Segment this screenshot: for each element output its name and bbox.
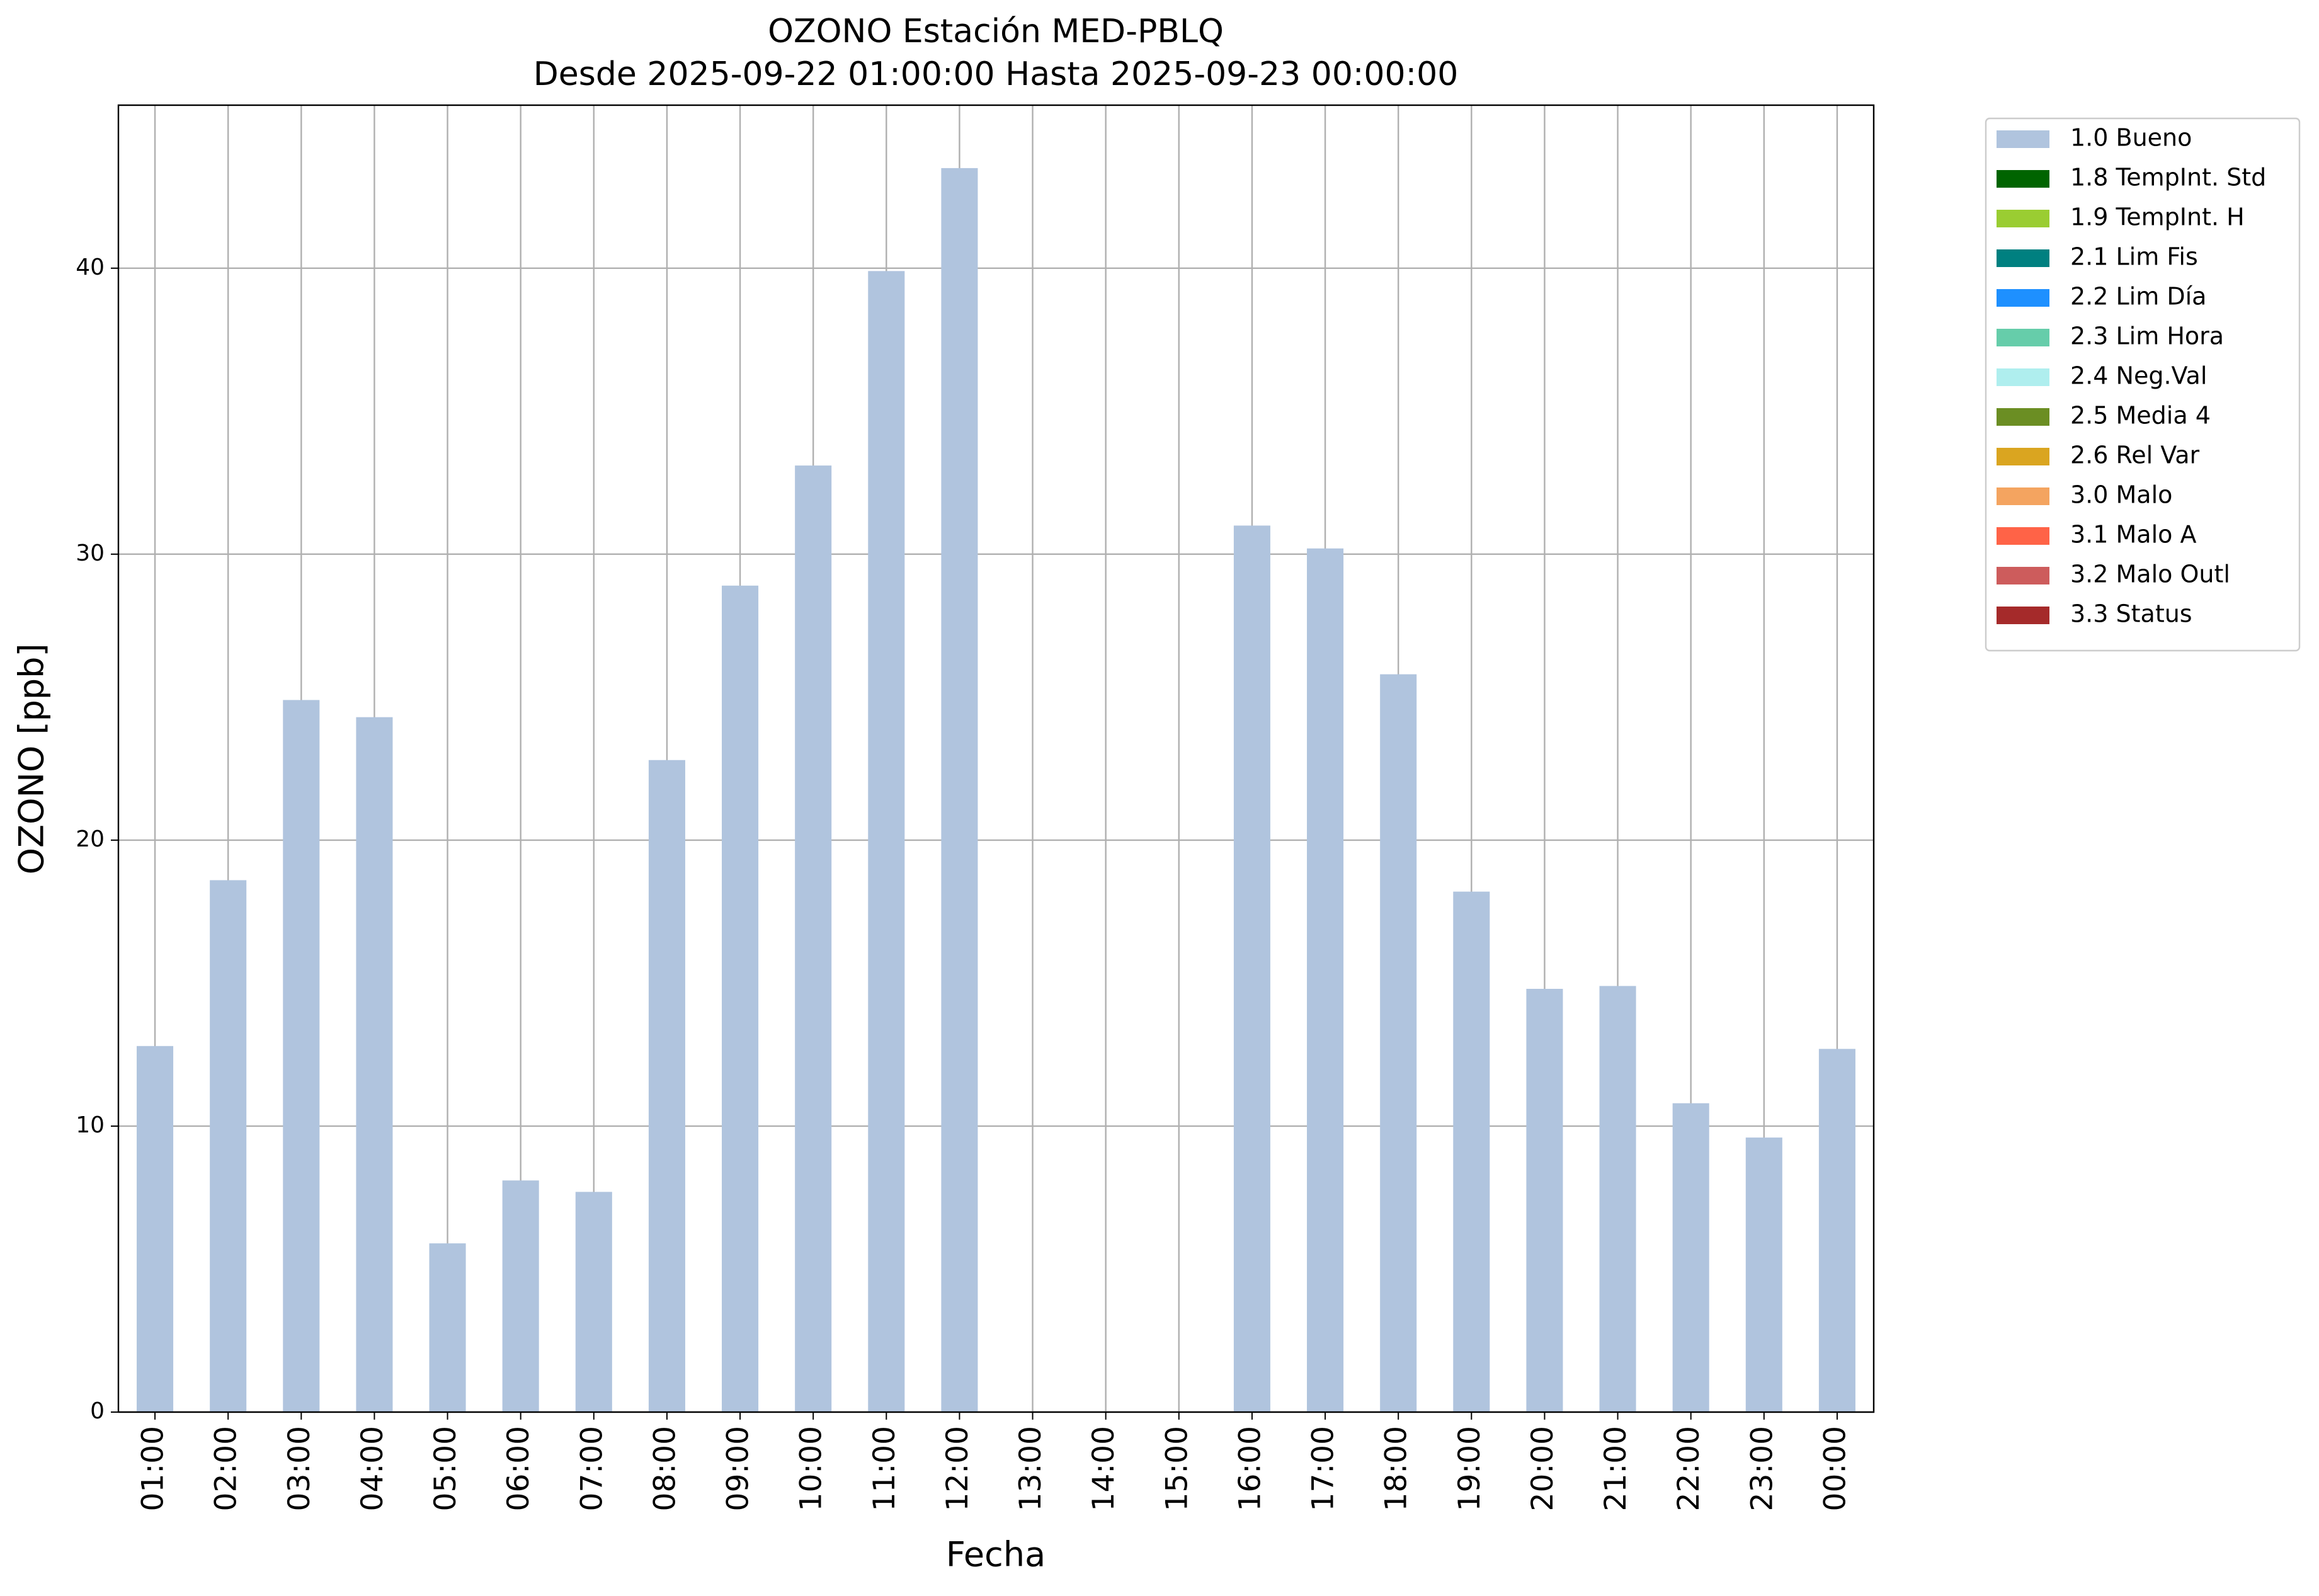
x-tick-label: 15:00	[1160, 1426, 1194, 1511]
bar	[575, 1192, 612, 1412]
x-tick-label: 11:00	[867, 1426, 902, 1511]
bar	[137, 1046, 174, 1412]
x-tick-label: 23:00	[1745, 1426, 1779, 1511]
x-tick-label: 18:00	[1379, 1426, 1414, 1511]
legend-swatch	[1997, 607, 2049, 624]
legend-box	[1985, 117, 2301, 652]
x-tick-label: 13:00	[1013, 1426, 1048, 1511]
bar	[210, 880, 247, 1412]
x-tick-label: 04:00	[355, 1426, 390, 1511]
x-axis-label: Fecha	[946, 1535, 1046, 1575]
legend-label: 2.4 Neg.Val	[2070, 362, 2207, 390]
legend-label: 2.2 Lim Día	[2070, 283, 2206, 311]
x-tick-label: 12:00	[940, 1426, 975, 1511]
bar	[1380, 674, 1417, 1412]
chart-title: OZONO Estación MED-PBLQ	[768, 13, 1224, 50]
chart-subtitle: Desde 2025-09-22 01:00:00 Hasta 2025-09-…	[533, 55, 1459, 93]
x-tick-label: 01:00	[136, 1426, 171, 1511]
bar	[868, 271, 905, 1413]
bar	[722, 585, 759, 1412]
legend-swatch	[1997, 170, 2049, 188]
bar	[429, 1243, 466, 1412]
legend-label: 2.6 Rel Var	[2070, 442, 2200, 469]
x-tick-label: 06:00	[501, 1426, 536, 1511]
x-tick-label: 05:00	[428, 1426, 463, 1511]
legend-swatch	[1997, 567, 2049, 584]
bar	[1672, 1103, 1709, 1412]
legend-label: 2.1 Lim Fis	[2070, 243, 2198, 271]
y-tick-label: 40	[76, 254, 105, 280]
bar	[1745, 1137, 1782, 1412]
bars	[137, 168, 1855, 1413]
x-tick-label: 14:00	[1086, 1426, 1121, 1511]
bar	[1599, 986, 1636, 1412]
x-tick-label: 21:00	[1598, 1426, 1633, 1511]
y-tick-label: 0	[90, 1398, 105, 1424]
bar	[941, 168, 978, 1412]
x-tick-label: 19:00	[1452, 1426, 1487, 1511]
y-tick-label: 10	[76, 1112, 105, 1138]
bar	[356, 717, 393, 1412]
x-tick-label: 00:00	[1818, 1426, 1852, 1511]
bar	[1307, 548, 1344, 1412]
x-tick-label: 17:00	[1306, 1426, 1341, 1511]
legend-swatch	[1997, 210, 2049, 227]
legend-label: 3.2 Malo Outl	[2070, 561, 2230, 588]
bar	[1233, 525, 1270, 1413]
bar	[648, 760, 685, 1412]
x-tick-label: 22:00	[1672, 1426, 1706, 1511]
legend-label: 1.9 TempInt. H	[2070, 203, 2245, 231]
x-tick-label: 10:00	[794, 1426, 829, 1511]
x-tick-label: 16:00	[1233, 1426, 1267, 1511]
bar	[1453, 891, 1490, 1412]
legend-swatch	[1997, 249, 2049, 267]
legend-swatch	[1997, 527, 2049, 545]
legend-label: 1.0 Bueno	[2070, 124, 2192, 152]
legend-label: 3.1 Malo A	[2070, 521, 2196, 549]
bar	[283, 700, 320, 1412]
x-tick-label: 09:00	[721, 1426, 756, 1511]
x-tick-label: 07:00	[574, 1426, 609, 1511]
legend-swatch	[1997, 289, 2049, 307]
x-tick-label: 08:00	[647, 1426, 682, 1511]
x-tick-label: 03:00	[282, 1426, 317, 1511]
y-tick-label: 20	[76, 826, 105, 852]
bar	[795, 465, 832, 1413]
legend-label: 3.0 Malo	[2070, 481, 2172, 509]
legend-label: 1.8 TempInt. Std	[2070, 164, 2266, 191]
y-tick-label: 30	[76, 540, 105, 566]
x-tick-label: 20:00	[1525, 1426, 1560, 1511]
legend-swatch	[1997, 368, 2049, 386]
bar	[502, 1180, 539, 1412]
legend-label: 2.3 Lim Hora	[2070, 322, 2224, 350]
legend-swatch	[1997, 408, 2049, 426]
bar	[1526, 989, 1563, 1412]
plot-frame	[117, 104, 1875, 1413]
legend-label: 3.3 Status	[2070, 600, 2192, 628]
legend-swatch	[1997, 487, 2049, 505]
bar	[1818, 1049, 1855, 1412]
legend-swatch	[1997, 329, 2049, 346]
legend-swatch	[1997, 448, 2049, 465]
x-tick-label: 02:00	[209, 1426, 244, 1511]
y-axis-label: OZONO [ppb]	[12, 643, 52, 874]
legend-swatch	[1997, 130, 2049, 148]
legend-label: 2.5 Media 4	[2070, 402, 2211, 430]
